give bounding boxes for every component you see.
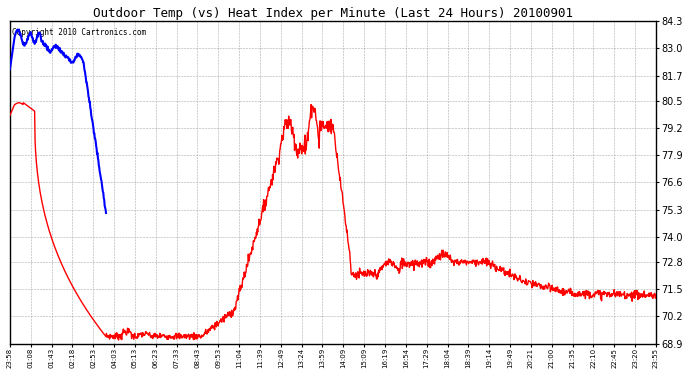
Title: Outdoor Temp (vs) Heat Index per Minute (Last 24 Hours) 20100901: Outdoor Temp (vs) Heat Index per Minute … (93, 7, 573, 20)
Text: Copyright 2010 Cartronics.com: Copyright 2010 Cartronics.com (12, 27, 146, 36)
